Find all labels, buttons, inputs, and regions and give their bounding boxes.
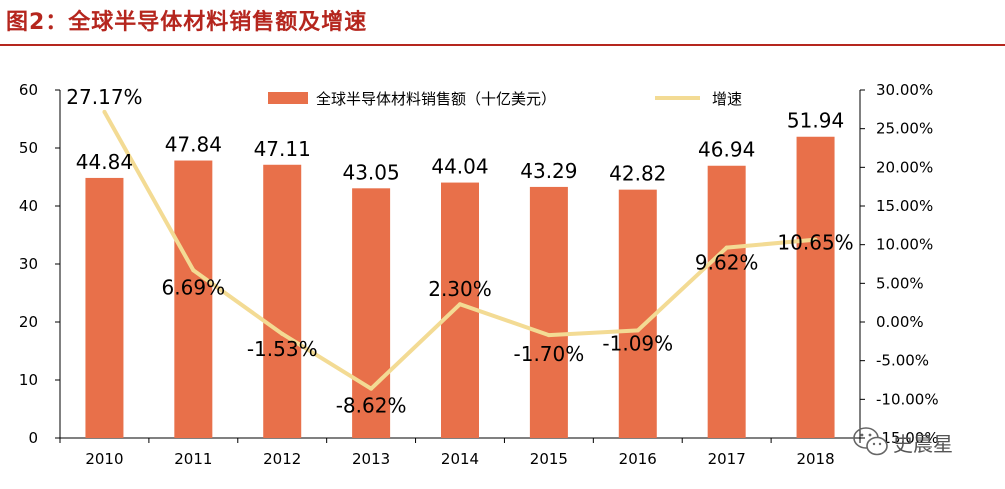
growth-value-label: 2.30% — [428, 277, 492, 301]
left-axis-tick-label: 50 — [19, 139, 38, 157]
bar-value-label: 42.82 — [609, 162, 666, 186]
bar-value-label: 46.94 — [698, 138, 755, 162]
x-axis-tick-label: 2017 — [708, 450, 746, 468]
right-axis-tick-label: 30.00% — [876, 81, 933, 99]
bar-value-label: 51.94 — [787, 109, 844, 133]
x-axis-tick-label: 2014 — [441, 450, 479, 468]
growth-point — [724, 245, 729, 250]
x-axis-tick-label: 2010 — [85, 450, 123, 468]
growth-point — [635, 328, 640, 333]
left-axis-tick-label: 40 — [19, 197, 38, 215]
growth-point — [458, 302, 462, 307]
legend-bar-label: 全球半导体材料销售额（十亿美元） — [316, 90, 556, 108]
growth-point — [191, 268, 196, 273]
legend-bar-swatch — [268, 92, 308, 104]
bar — [263, 164, 302, 438]
bar — [174, 160, 213, 438]
left-axis-tick-label: 10 — [19, 371, 38, 389]
title-divider — [0, 44, 1005, 46]
bar — [529, 186, 568, 438]
left-axis-tick-label: 20 — [19, 313, 38, 331]
bar-value-label: 43.29 — [520, 159, 577, 183]
bar — [352, 188, 391, 438]
growth-value-label: -1.53% — [247, 337, 318, 361]
x-axis-tick-label: 2013 — [352, 450, 390, 468]
bar — [707, 165, 746, 439]
growth-value-label: -1.70% — [514, 342, 585, 366]
growth-value-label: 10.65% — [777, 231, 853, 255]
x-axis-tick-label: 2018 — [796, 450, 834, 468]
growth-point — [369, 386, 374, 391]
right-axis-tick-label: 20.00% — [876, 158, 933, 176]
watermark: 史晨星 — [851, 424, 953, 460]
right-axis-tick-label: 10.00% — [876, 236, 933, 254]
growth-value-label: 9.62% — [695, 251, 759, 275]
figure-title: 图2：全球半导体材料销售额及增速 — [6, 10, 368, 35]
x-axis-tick-label: 2016 — [619, 450, 657, 468]
right-axis-tick-label: -15.00% — [876, 429, 939, 447]
x-axis-tick-label: 2012 — [263, 450, 301, 468]
bar-value-label: 44.84 — [76, 150, 133, 174]
left-axis-tick-label: 0 — [28, 429, 38, 447]
right-axis-tick-label: 25.00% — [876, 120, 933, 138]
bar — [796, 136, 835, 439]
bar — [618, 189, 657, 438]
bar — [85, 177, 124, 439]
growth-value-label: -1.09% — [602, 331, 673, 355]
growth-point — [813, 237, 818, 242]
right-axis-tick-label: 0.00% — [876, 313, 924, 331]
bar-value-label: 43.05 — [342, 160, 399, 184]
right-axis-tick-label: -10.00% — [876, 390, 939, 408]
right-axis-tick-label: 5.00% — [876, 274, 924, 292]
x-axis-tick-label: 2011 — [174, 450, 212, 468]
growth-value-label: 6.69% — [162, 275, 226, 299]
left-axis-tick-label: 30 — [19, 255, 38, 273]
growth-value-label: 27.17% — [66, 85, 142, 109]
left-axis-tick-label: 60 — [19, 81, 38, 99]
bar-value-label: 47.11 — [254, 137, 311, 161]
x-axis-tick-label: 2015 — [530, 450, 568, 468]
growth-point — [546, 333, 551, 338]
watermark-text: 史晨星 — [893, 431, 953, 456]
wechat-icon — [853, 427, 888, 456]
bar-value-label: 47.84 — [165, 133, 222, 157]
growth-point — [280, 331, 285, 336]
growth-point — [102, 109, 107, 114]
growth-value-label: -8.62% — [336, 394, 407, 418]
right-axis-tick-label: 15.00% — [876, 197, 933, 215]
right-axis-tick-label: -5.00% — [876, 352, 929, 370]
bar-value-label: 44.04 — [431, 155, 488, 179]
legend-line-label: 增速 — [712, 90, 742, 108]
